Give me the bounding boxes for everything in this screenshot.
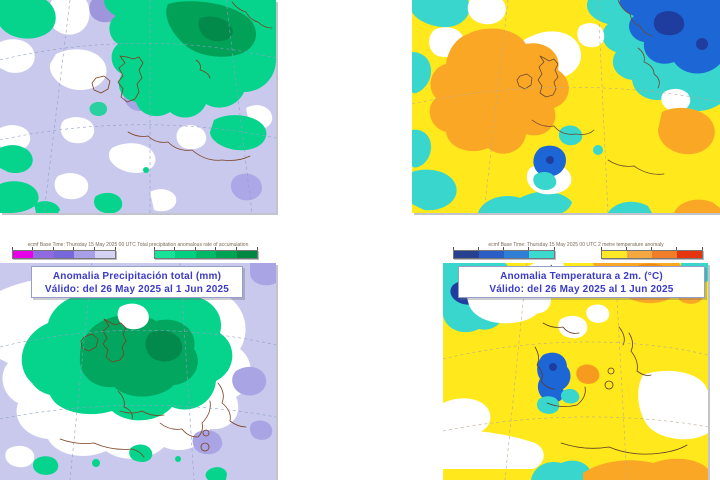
- temperature-anomaly-map-upper: [412, 0, 720, 213]
- colorbar-segment: [11, 247, 34, 258]
- temp-colorbar: [453, 247, 703, 259]
- temp-colorbar-gap: [555, 250, 601, 259]
- colorbar-segment: [52, 247, 75, 258]
- colorbar-segment: [453, 247, 479, 258]
- temp-plot-metadata-text: ecmf Base Time: Thursday 15 May 2025 00 …: [488, 242, 664, 248]
- precip-colorbar-positive: [153, 247, 259, 259]
- colorbar-segment: [174, 247, 196, 258]
- colorbar-segment: [93, 247, 117, 258]
- precip-map-validity: Válido: del 26 May 2025 al 1 Jun 2025: [44, 284, 230, 295]
- temp-colorbar-positive: [601, 247, 703, 259]
- temp-map-validity: Válido: del 26 May 2025 al 1 Jun 2025: [489, 284, 674, 295]
- precip-anomaly-map-upper-panel: [0, 0, 276, 213]
- colorbar-segment: [626, 247, 652, 258]
- colorbar-segment: [503, 247, 529, 258]
- precipitation-anomaly-map-lower: [0, 263, 276, 480]
- colorbar-segment: [153, 247, 176, 258]
- temperature-anomaly-map-lower: [443, 263, 708, 480]
- temp-map-title: Anomalia Temperatura a 2m. (°C): [500, 271, 663, 282]
- precip-anomaly-panel: ecmf Base Time: Thursday 15 May 2025 00 …: [0, 241, 276, 480]
- colorbar-segment: [73, 247, 95, 258]
- colorbar-segment: [194, 247, 217, 258]
- colorbar-segment: [32, 247, 54, 258]
- colorbar-segment: [601, 247, 627, 258]
- precip-colorbar: [11, 247, 259, 259]
- colorbar-segment: [676, 247, 703, 258]
- precip-colorbar-negative: [11, 247, 117, 259]
- precip-plot-metadata-text: ecmf Base Time: Thursday 15 May 2025 00 …: [27, 242, 249, 248]
- colorbar-segment: [235, 247, 259, 258]
- colorbar-segment: [651, 247, 677, 258]
- colorbar-segment: [478, 247, 504, 258]
- colorbar-segment: [215, 247, 237, 258]
- colorbar-segment: [528, 247, 555, 258]
- temp-anomaly-map-upper-panel: [412, 0, 720, 213]
- precip-map-title-box: Anomalia Precipitación total (mm) Válido…: [31, 266, 243, 298]
- precip-colorbar-gap: [116, 250, 154, 259]
- precipitation-anomaly-map-upper: [0, 0, 276, 213]
- temp-map-title-box: Anomalia Temperatura a 2m. (°C) Válido: …: [458, 266, 705, 298]
- precip-map-title: Anomalia Precipitación total (mm): [52, 271, 222, 282]
- temp-anomaly-panel: ecmf Base Time: Thursday 15 May 2025 00 …: [440, 241, 712, 480]
- temp-colorbar-negative: [453, 247, 555, 259]
